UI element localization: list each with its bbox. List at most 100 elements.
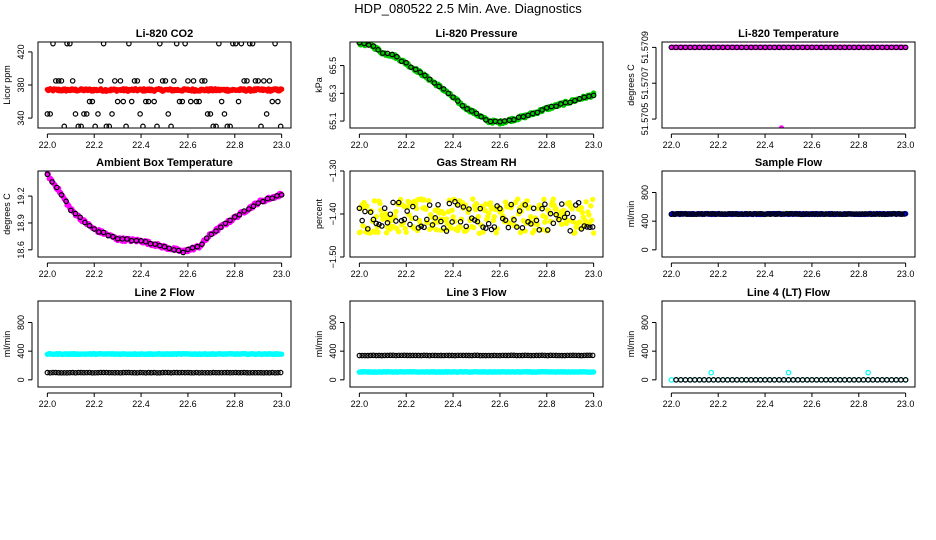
data-point [123, 369, 129, 376]
data-point [778, 211, 784, 217]
data-point [539, 205, 545, 212]
x-tick-label: 22.8 [850, 269, 868, 279]
data-point [483, 352, 489, 359]
data-point [536, 352, 543, 359]
data-point [564, 352, 571, 359]
data-point [804, 377, 811, 383]
panel-1: Li-820 CO2 Licor ppm 22.0 22.2 22.4 22.6 22.8 2… [2, 28, 292, 150]
data-point [157, 42, 163, 47]
data-point [393, 352, 399, 359]
data-point [519, 352, 526, 359]
data-point [95, 369, 101, 376]
x-tick-label: 22.6 [491, 399, 509, 409]
data-point [823, 211, 829, 217]
data-point [266, 369, 273, 376]
data-point [457, 218, 464, 225]
data-point [860, 377, 867, 383]
data-point [556, 352, 562, 359]
data-point [845, 211, 852, 217]
data-point [179, 369, 186, 376]
data-point [828, 211, 835, 217]
y-axis-label: percent [314, 198, 324, 229]
data-point [590, 369, 597, 375]
data-point [423, 206, 429, 212]
data-point [418, 352, 425, 359]
x-tick-label: 22.8 [538, 140, 556, 150]
data-point [359, 352, 365, 359]
data-point [224, 369, 231, 376]
data-point [705, 211, 711, 217]
data-point [64, 42, 70, 47]
data-point [583, 199, 589, 205]
data-point [851, 211, 857, 217]
data-point [55, 78, 62, 84]
data-point [403, 229, 409, 235]
data-point [109, 111, 115, 117]
data-point [772, 211, 779, 218]
data-point [362, 352, 368, 359]
data-point [744, 210, 751, 217]
data-point [55, 369, 62, 376]
data-point [401, 216, 408, 223]
data-point [255, 200, 262, 206]
data-point [227, 123, 233, 128]
series-secondary [356, 198, 596, 234]
data-point [528, 221, 534, 227]
panel-9: Line 4 (LT) Flow ml/min 22.0 22.2 22.4 22.6 22… [626, 287, 916, 409]
data-point [488, 352, 495, 359]
data-point [201, 369, 208, 376]
y-axis-label: ml/min [2, 331, 12, 358]
data-point [848, 211, 855, 217]
data-point [558, 201, 565, 207]
data-point [364, 203, 370, 209]
data-point [469, 108, 475, 114]
data-point [668, 377, 675, 383]
data-point [579, 209, 586, 216]
data-point [207, 111, 214, 117]
data-point [261, 78, 267, 84]
data-point [795, 377, 801, 383]
data-point [837, 211, 843, 217]
data-point [522, 352, 529, 359]
data-point [250, 203, 257, 210]
data-point [100, 229, 107, 236]
data-point [44, 111, 51, 117]
data-point [831, 211, 838, 217]
data-point [691, 377, 698, 383]
data-point [249, 42, 256, 47]
data-point [261, 370, 267, 376]
data-point [275, 369, 281, 376]
data-point [543, 214, 549, 221]
data-point [508, 201, 514, 208]
data-point [394, 53, 400, 60]
x-tick-label: 22.8 [850, 399, 868, 409]
data-point [682, 211, 689, 217]
data-point [201, 78, 208, 84]
data-point [193, 98, 200, 105]
data-point [811, 211, 818, 217]
data-point [471, 352, 478, 359]
data-point [182, 42, 188, 47]
data-point [762, 377, 768, 383]
x-tick-label: 23.0 [273, 140, 291, 150]
data-point [196, 98, 202, 105]
data-point [109, 369, 115, 376]
data-point [536, 227, 543, 233]
data-point [567, 352, 574, 359]
data-point [134, 78, 141, 84]
data-point [383, 230, 390, 236]
data-point [392, 214, 398, 220]
plot-frame [661, 300, 916, 388]
data-point [806, 211, 812, 217]
data-point [502, 217, 509, 223]
data-point [435, 201, 441, 208]
plot-frame [349, 41, 604, 129]
data-point [384, 352, 391, 359]
data-point [230, 369, 236, 376]
data-point [474, 352, 481, 359]
data-point [859, 211, 866, 217]
y-axis-label: ml/min [314, 331, 324, 358]
data-point [513, 224, 520, 230]
data-point [452, 198, 458, 205]
